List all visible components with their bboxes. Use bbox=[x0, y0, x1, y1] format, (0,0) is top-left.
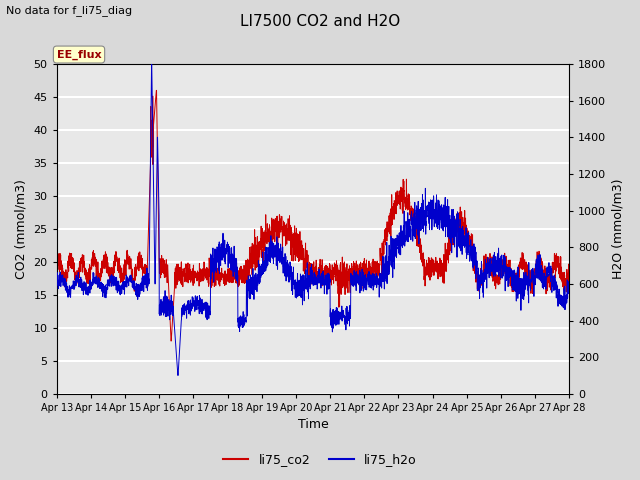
Text: No data for f_li75_diag: No data for f_li75_diag bbox=[6, 5, 132, 16]
Text: LI7500 CO2 and H2O: LI7500 CO2 and H2O bbox=[240, 14, 400, 29]
Text: EE_flux: EE_flux bbox=[57, 49, 101, 60]
X-axis label: Time: Time bbox=[298, 419, 328, 432]
Y-axis label: CO2 (mmol/m3): CO2 (mmol/m3) bbox=[15, 179, 28, 279]
Legend: li75_co2, li75_h2o: li75_co2, li75_h2o bbox=[218, 448, 422, 471]
Y-axis label: H2O (mmol/m3): H2O (mmol/m3) bbox=[612, 179, 625, 279]
